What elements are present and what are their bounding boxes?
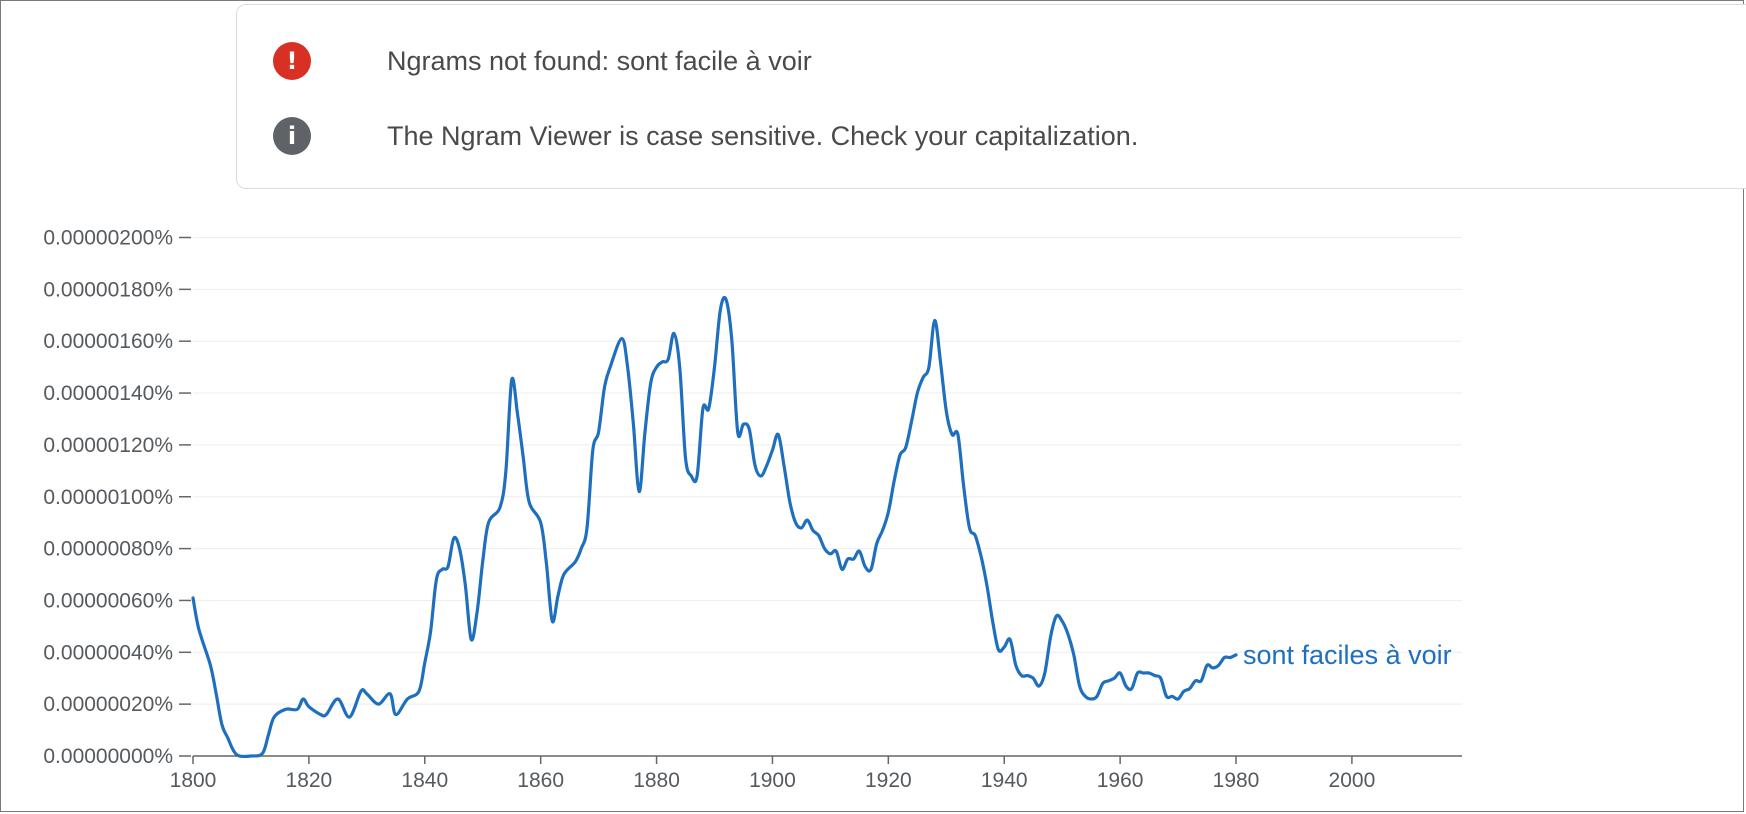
notice-card: ! Ngrams not found: sont facile à voir i… <box>236 4 1746 189</box>
y-tick-label: 0.00000080% <box>43 538 173 561</box>
case-sensitive-notice: i The Ngram Viewer is case sensitive. Ch… <box>273 116 1138 156</box>
ngram-chart: 0.00000000% 0.00000020% 0.00000040% 0.00000… <box>43 227 1462 792</box>
not-found-message: Ngrams not found: sont facile à voir <box>387 45 812 76</box>
series-line <box>191 295 1238 759</box>
x-tick-label: 1960 <box>1097 769 1144 792</box>
y-tick-label: 0.00000180% <box>43 278 173 301</box>
series-label: sont faciles à voir <box>1243 640 1452 670</box>
y-tick-label: 0.00000020% <box>43 693 173 716</box>
x-tick-label: 1800 <box>170 769 217 792</box>
y-tick-label: 0.00000100% <box>43 486 173 509</box>
error-icon: ! <box>273 42 311 80</box>
y-tick-label: 0.00000060% <box>43 589 173 612</box>
y-tick-label: 0.00000140% <box>43 382 173 405</box>
not-found-notice: ! Ngrams not found: sont facile à voir <box>273 41 812 81</box>
x-tick-label: 1940 <box>981 769 1028 792</box>
x-tick-label: 1980 <box>1213 769 1260 792</box>
y-tick-label: 0.00000040% <box>43 641 173 664</box>
x-tick-label: 1860 <box>517 769 564 792</box>
y-tick-label: 0.00000200% <box>43 227 173 250</box>
y-tick-label: 0.00000000% <box>43 745 173 768</box>
x-tick-label: 1900 <box>749 769 796 792</box>
info-icon: i <box>273 117 311 155</box>
x-tick-label: 2000 <box>1329 769 1376 792</box>
x-tick-label: 1840 <box>401 769 448 792</box>
y-tick-label: 0.00000120% <box>43 434 173 457</box>
x-tick-label: 1820 <box>286 769 333 792</box>
x-tick-label: 1880 <box>633 769 680 792</box>
x-tick-label: 1920 <box>865 769 912 792</box>
y-tick-label: 0.00000160% <box>43 330 173 353</box>
case-sensitive-message: The Ngram Viewer is case sensitive. Chec… <box>387 120 1139 151</box>
